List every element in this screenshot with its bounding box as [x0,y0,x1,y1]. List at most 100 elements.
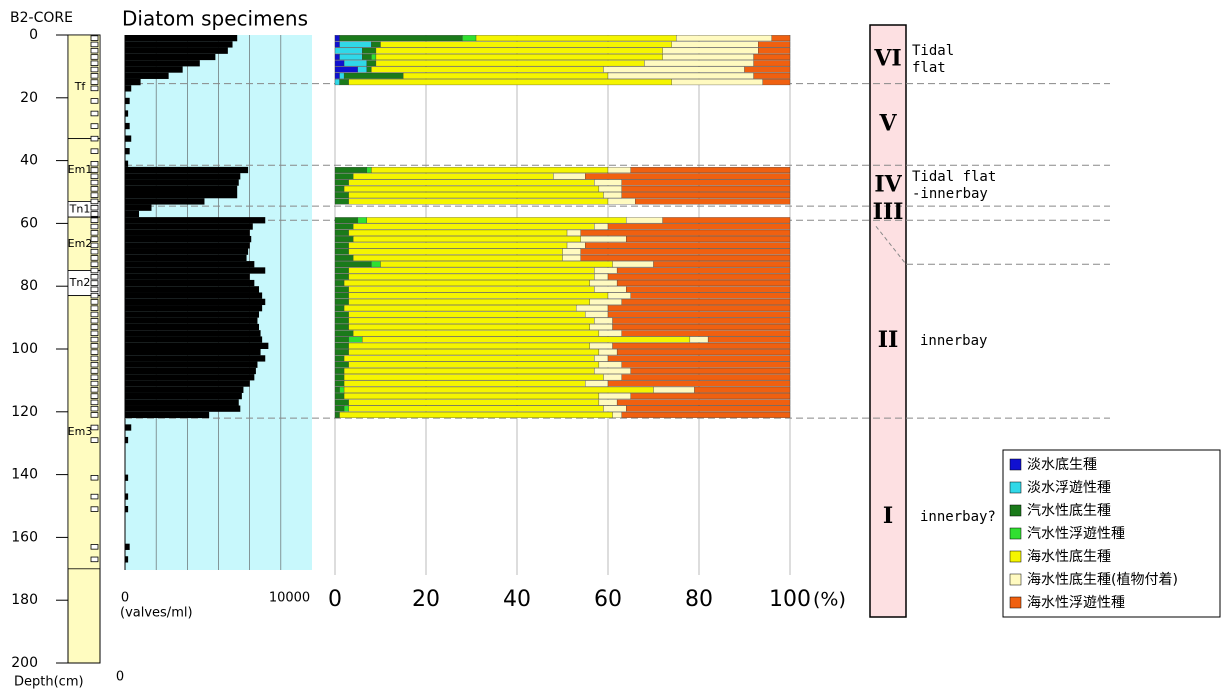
stacked-segment [598,393,631,400]
stacked-segment [334,53,340,60]
legend-swatch [1009,481,1022,494]
stacked-segment [653,261,791,268]
specimen-bar [125,261,255,268]
specimen-bar [125,47,228,54]
stacked-segment [334,35,340,42]
sample-box [90,123,99,129]
core-scale-label: 0 [116,670,124,685]
stacked-segment [594,355,609,362]
specimen-bar [125,254,247,262]
stacked-segment [343,305,577,312]
sample-box [90,399,99,406]
specimen-bar [125,317,258,324]
stacked-segment [616,280,791,287]
stacked-segment [603,192,622,199]
stacked-segment [334,179,349,186]
stacked-segment [334,393,345,400]
specimen-bar [125,235,252,243]
stacked-segment [630,167,791,174]
sample-box [90,160,99,167]
y-tick-label: 200 [11,655,38,671]
stacked-segment [562,248,581,255]
legend-label: 汽水性浮遊性種 [1027,526,1125,542]
zone-column [869,24,907,618]
stacked-segment [607,355,791,362]
stacked-segment [371,167,609,174]
stacked-segment [607,380,791,387]
sample-box [90,380,99,387]
sample-box [90,349,99,355]
stacked-segment [589,280,618,287]
stacked-segment [334,273,349,280]
specimen-bar [125,355,266,362]
stacked-segment [644,60,754,67]
x-tick-label: 10000 [269,591,310,606]
sample-box [90,544,99,550]
x-tick-label: 80 [685,587,713,612]
stacked-segment [343,367,595,374]
specimen-bar [125,148,130,155]
sample-box [90,305,99,311]
stacked-segment [334,167,368,174]
specimen-bar [125,543,130,550]
stacked-segment [580,248,791,255]
specimen-bar [125,97,130,105]
stacked-segment [348,298,590,305]
sample-box [90,286,99,293]
stacked-segment [334,298,349,305]
sample-box [90,280,99,286]
stacked-segment [334,380,345,387]
x-tick-label: 100 [769,587,811,612]
stacked-segment [371,41,381,48]
zone-numeral: VI [873,45,901,71]
sample-box [90,223,99,230]
specimen-axis-label: (valves/ml) [120,606,193,621]
stacked-segment [334,411,340,418]
stacked-segment [353,223,595,230]
stacked-segment [339,41,372,48]
zone-environment: -innerbay [912,186,988,202]
stacked-segment [612,411,622,418]
stacked-segment [334,261,372,268]
stacked-segment [366,66,372,73]
sample-box [90,311,99,318]
stacked-segment [621,185,791,192]
sample-box [90,324,99,330]
stacked-segment [671,41,759,48]
stacked-segment [630,393,791,400]
stacked-segment [375,60,645,67]
zone-numeral: V [878,110,897,136]
legend-swatch [1009,458,1022,471]
legend-swatch [1009,550,1022,563]
stacked-segment [594,317,613,324]
stacked-segment [348,292,609,299]
y-tick-label: 80 [20,278,38,294]
specimen-bar [125,217,266,224]
stacked-segment [580,236,627,243]
specimen-bar [125,110,129,117]
legend-label: 汽水性底生種 [1027,503,1111,519]
specimen-bar [125,66,183,73]
specimen-bar [125,349,261,356]
stacked-segment [598,399,618,406]
sample-box [90,330,99,337]
stacked-segment [334,79,340,86]
sample-box [90,35,99,41]
specimen-bar [125,286,260,293]
stacked-segment [334,72,340,79]
specimen-bar [125,185,238,192]
specimen-bar [125,361,258,368]
stacked-segment [348,336,363,343]
stacked-segment [334,280,345,287]
specimen-bar [125,298,266,306]
stacked-segment [334,217,358,224]
x-tick-label: 0 [328,587,342,612]
y-tick-label: 20 [20,90,38,106]
stacked-segment [758,47,791,54]
stacked-segment [607,198,636,205]
sample-box [90,556,99,563]
stacked-segment [585,242,791,249]
stacked-segment [371,66,604,73]
stacked-segment [334,342,349,349]
